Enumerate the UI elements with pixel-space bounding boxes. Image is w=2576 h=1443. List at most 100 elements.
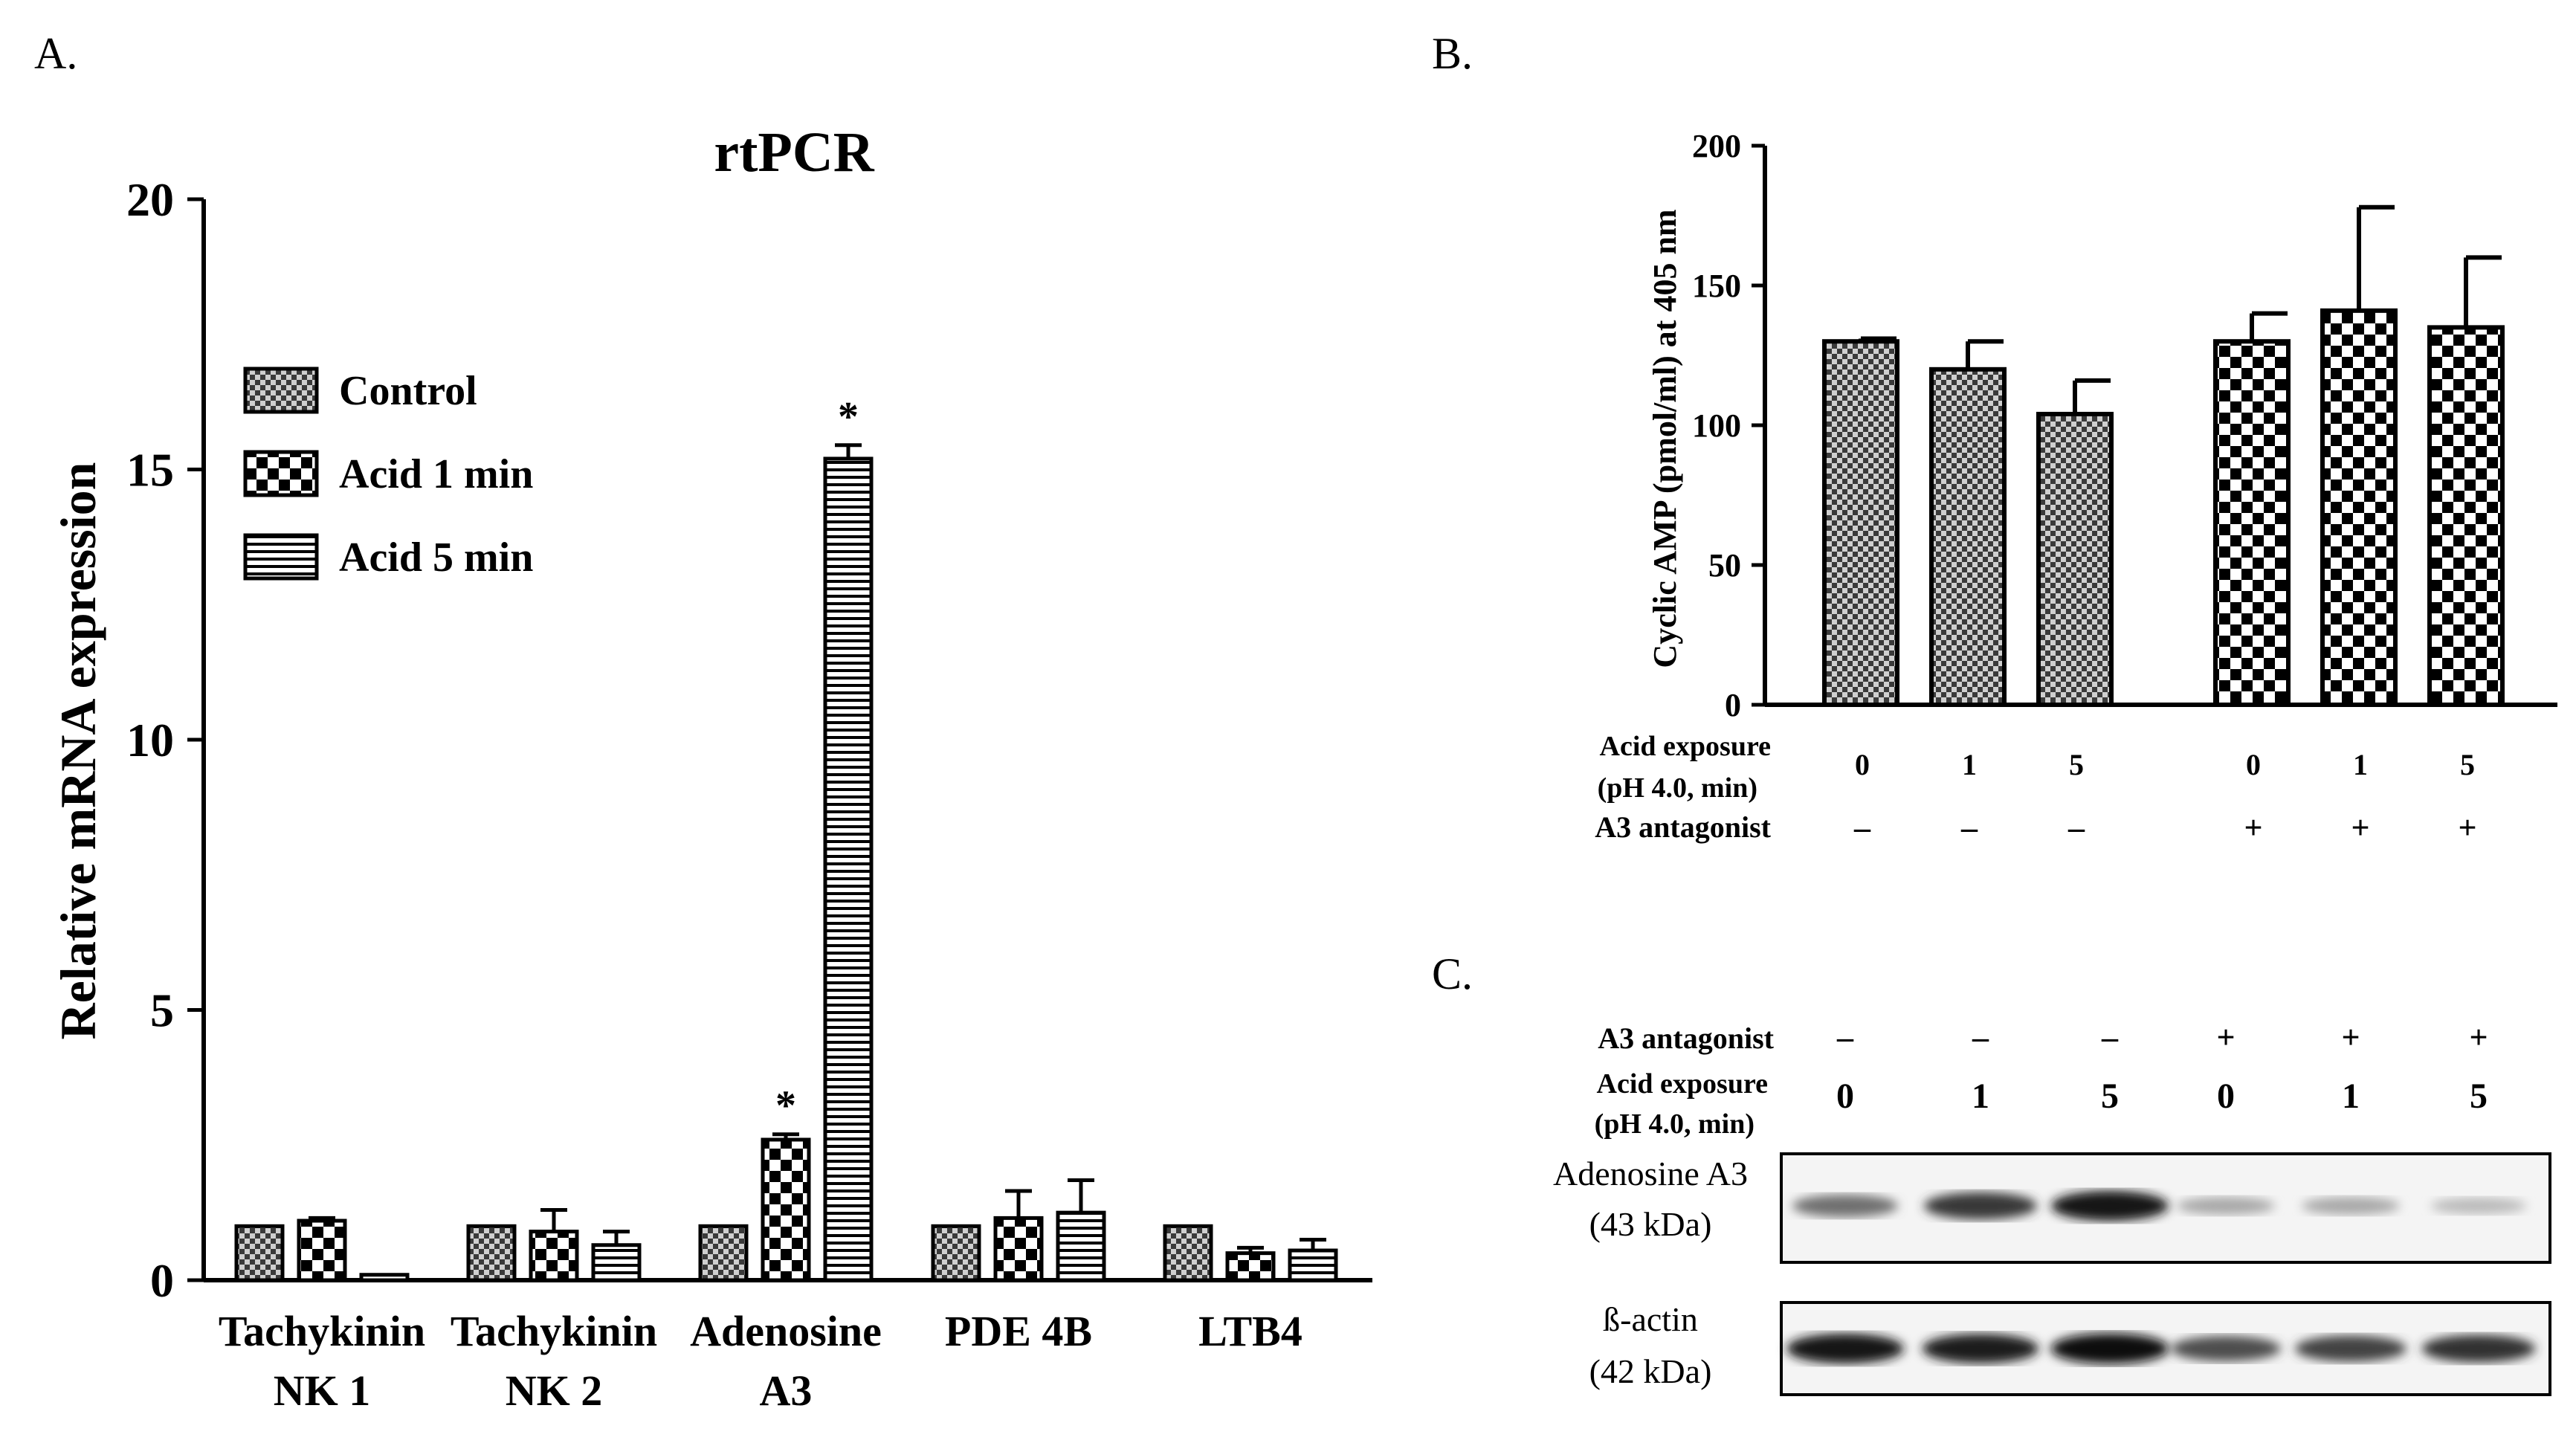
y-tick-label: 50: [1708, 547, 1741, 584]
antagonist-value: –: [2101, 1019, 2119, 1056]
blot-band: [1922, 1334, 2039, 1363]
antagonist-value: +: [2244, 810, 2262, 846]
panel-c-blots: Adenosine A3 (43 kDa) ß-actin (42 kDa): [1553, 1152, 2551, 1396]
blot-band: [2051, 1190, 2169, 1221]
category-label: Adenosine: [690, 1307, 882, 1355]
bar: [823, 456, 874, 1282]
antagonist-value: –: [1836, 1019, 1854, 1056]
bar: [1163, 1224, 1213, 1282]
panel-c-condition-rows: – – – + + +0 1 5 0 1 5: [1836, 1019, 2488, 1116]
panel-b-antagonist-label: A3 antagonist: [1595, 810, 1771, 844]
antagonist-value: +: [2469, 1019, 2488, 1056]
legend-label: Control: [339, 368, 477, 414]
acid-value: 1: [2342, 1076, 2360, 1116]
antagonist-value: –: [1972, 1019, 1989, 1056]
panel-c-acid-label-line1: Acid exposure: [1597, 1068, 1768, 1100]
legend-label: Acid 5 min: [339, 535, 533, 581]
category-label: PDE 4B: [945, 1307, 1092, 1355]
blot-band: [2295, 1335, 2406, 1362]
bar: [1929, 367, 2007, 707]
blot-band: [2171, 1335, 2281, 1362]
panel-a-bars: **: [234, 394, 1338, 1282]
panel-a-title: rtPCR: [714, 121, 874, 184]
legend-swatch: [243, 533, 319, 581]
panel-a: A. rtPCR Relative mRNA expression 0 5 10 15…: [34, 29, 1372, 1415]
y-tick-label: 5: [150, 984, 174, 1037]
bar: [2036, 411, 2114, 708]
blot-band: [2177, 1197, 2275, 1215]
panel-b: B. Cyclic AMP (pmol/ml) at 405 nm 050100…: [1432, 29, 2557, 846]
blot-band: [1792, 1194, 1898, 1218]
y-tick-label: 200: [1692, 128, 1741, 164]
bar: [931, 1224, 981, 1282]
bar: [1822, 339, 1899, 707]
panel-a-y-axis-title: Relative mRNA expression: [50, 462, 106, 1040]
bar: [2320, 308, 2398, 707]
panel-b-condition-rows: 0 1 5 0 1 5 – – – + + +: [1853, 748, 2477, 846]
panel-b-acid-label-line1: Acid exposure: [1600, 731, 1771, 762]
y-tick-label: 15: [126, 444, 174, 497]
bar: [2213, 339, 2291, 707]
bar: [698, 1224, 749, 1282]
acid-value: 0: [2217, 1076, 2235, 1116]
bar: [761, 1137, 811, 1282]
significance-asterisk: *: [775, 1083, 796, 1129]
y-tick-label: 0: [1725, 687, 1741, 723]
significance-asterisk: *: [838, 394, 859, 440]
panel-b-acid-label-line2: (pH 4.0, min): [1598, 772, 1757, 804]
category-label: Tachykinin: [451, 1307, 657, 1355]
panel-c-acid-label-line2: (pH 4.0, min): [1595, 1108, 1755, 1140]
panel-a-label: A.: [34, 29, 77, 78]
bar: [1288, 1248, 1338, 1282]
y-tick-label: 10: [126, 714, 174, 766]
blot-band: [2302, 1197, 2400, 1215]
bar: [466, 1224, 517, 1282]
panel-b-y-axis-title: Cyclic AMP (pmol/ml) at 405 nm: [1647, 209, 1683, 668]
acid-value: 0: [1836, 1076, 1854, 1116]
acid-value: 1: [1972, 1076, 1989, 1116]
acid-value: 1: [2353, 748, 2368, 781]
antagonist-value: +: [2458, 810, 2476, 846]
legend-swatch: [243, 367, 319, 414]
antagonist-value: –: [1853, 810, 1871, 846]
panel-a-axes: 0 5 10 15 20: [126, 173, 1372, 1307]
antagonist-value: +: [2341, 1019, 2360, 1056]
category-label: Tachykinin: [219, 1307, 425, 1355]
bar: [359, 1273, 410, 1282]
bar: [529, 1230, 579, 1282]
y-tick-label: 100: [1692, 407, 1741, 444]
category-label: LTB4: [1198, 1307, 1302, 1355]
bar: [591, 1243, 642, 1282]
antagonist-value: –: [2067, 810, 2085, 846]
panel-c: C. A3 antagonist Acid exposure (pH 4.0, …: [1432, 949, 2551, 1396]
bar: [1056, 1210, 1106, 1282]
antagonist-value: –: [1960, 810, 1978, 846]
panel-c-antagonist-label: A3 antagonist: [1598, 1021, 1774, 1055]
category-label: A3: [760, 1366, 813, 1415]
bar: [297, 1218, 347, 1282]
y-tick-label: 20: [126, 173, 174, 226]
blot-protein-label: Adenosine A3: [1553, 1155, 1748, 1192]
panel-a-category-labels: Tachykinin NK 1 Tachykinin NK 2 Adenosine A3 P…: [219, 1307, 1302, 1415]
bar: [1225, 1251, 1276, 1282]
blot-band: [2050, 1333, 2169, 1364]
acid-value: 0: [1855, 748, 1870, 781]
antagonist-value: +: [2216, 1019, 2235, 1056]
acid-value: 0: [2246, 748, 2261, 781]
blot-molecular-weight: (43 kDa): [1589, 1205, 1712, 1243]
acid-value: 5: [2460, 748, 2475, 781]
bar: [2427, 325, 2505, 707]
bar: [234, 1224, 285, 1282]
category-label: NK 2: [506, 1366, 603, 1415]
panel-b-bars: [1822, 204, 2505, 708]
acid-value: 1: [1962, 748, 1977, 781]
panel-a-legend: Control Acid 1 min Acid 5 min: [243, 367, 533, 581]
blot-protein-label: ß-actin: [1603, 1300, 1698, 1338]
panel-b-label: B.: [1432, 29, 1473, 78]
bar: [993, 1216, 1044, 1282]
blot-band: [1786, 1333, 1904, 1364]
acid-value: 5: [2069, 748, 2084, 781]
acid-value: 5: [2470, 1076, 2488, 1116]
legend-label: Acid 1 min: [339, 451, 533, 497]
